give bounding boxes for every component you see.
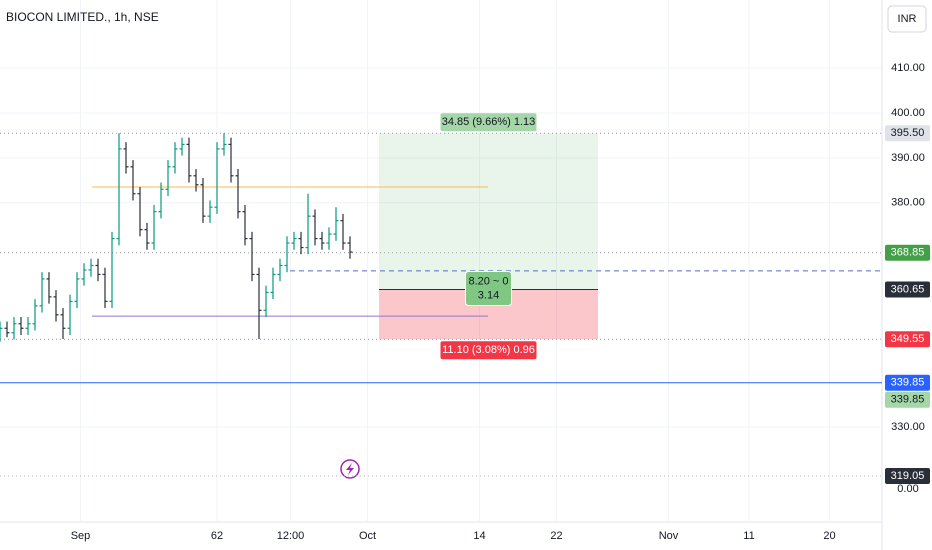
price-label: 395.50 (891, 127, 925, 139)
price-label-bg (885, 468, 930, 485)
y-tick-label: 390.00 (891, 152, 925, 164)
price-label-bg (885, 125, 930, 142)
chart-title: BIOCON LIMITED., 1h, NSE (6, 10, 159, 24)
x-tick-label: 22 (550, 530, 562, 542)
mid-label: 3.14 (478, 289, 499, 301)
x-tick-label: Sep (71, 530, 91, 542)
price-label: 319.05 (891, 470, 925, 482)
profit-zone (379, 133, 598, 290)
x-tick-label: 62 (211, 530, 223, 542)
mid-label-bg (465, 270, 512, 306)
y-tick-label: 380.00 (891, 197, 925, 209)
stop-label-bg (440, 341, 537, 360)
x-tick-label: 12:00 (277, 530, 305, 542)
price-label-bg (885, 374, 930, 391)
price-label: 339.85 (891, 377, 925, 389)
y-tick-label: 400.00 (891, 107, 925, 119)
target-label: 34.85 (9.66%) 1.13 (442, 116, 536, 128)
currency-button[interactable] (887, 5, 927, 33)
price-label: 368.85 (891, 247, 925, 259)
price-label-bg (885, 281, 930, 298)
mid-label: 8.20 ~ 0 (468, 275, 508, 287)
currency-label[interactable]: INR (898, 13, 917, 25)
x-tick-label: 14 (473, 530, 485, 542)
target-label-bg (440, 113, 537, 132)
price-label-bg (885, 331, 930, 348)
y-tick-label: 410.00 (891, 62, 925, 74)
indicator-zero-label: 0.00 (897, 483, 918, 495)
x-tick-label: 20 (823, 530, 835, 542)
x-tick-label: Oct (359, 530, 376, 542)
y-tick-label: 330.00 (891, 421, 925, 433)
x-tick-label: 11 (743, 530, 754, 542)
icon-bolt[interactable] (346, 463, 354, 475)
price-label: 339.85 (891, 394, 925, 406)
stop-label: 11.10 (3.08%) 0.96 (442, 344, 535, 356)
price-label: 349.55 (891, 333, 925, 345)
x-tick-label: Nov (659, 530, 679, 542)
price-label-bg (885, 244, 930, 261)
lightning-icon[interactable] (340, 459, 360, 479)
price-label: 360.65 (891, 283, 925, 295)
price-label-bg (885, 391, 930, 408)
